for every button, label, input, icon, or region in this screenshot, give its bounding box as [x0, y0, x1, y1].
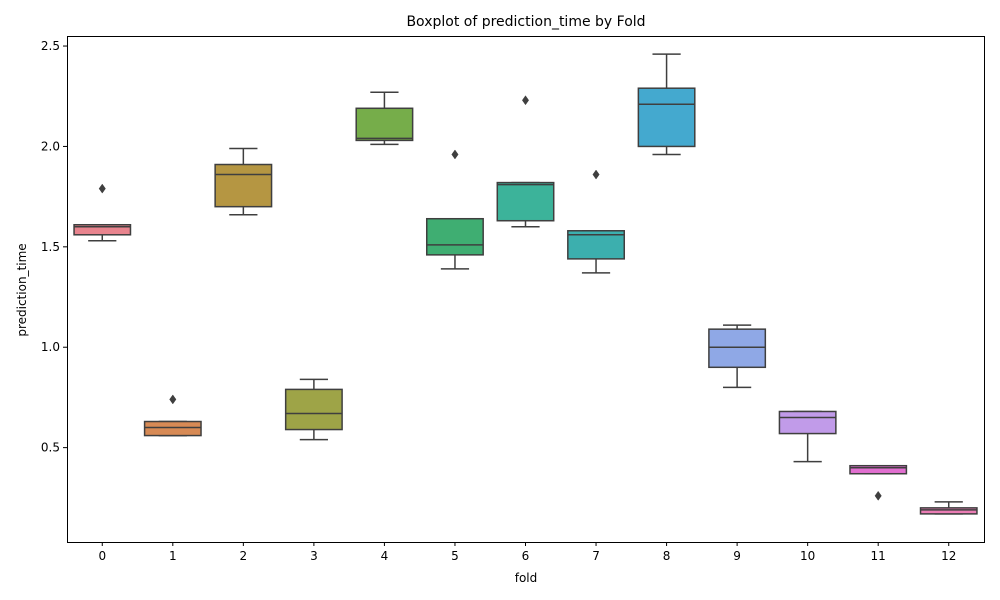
x-tick-label: 5: [451, 549, 459, 563]
box-fold-9: [708, 328, 767, 369]
x-tick-label: 7: [592, 549, 600, 563]
y-tick-label: 0.5: [41, 441, 60, 455]
outlier-point: [451, 149, 459, 160]
box-fold-5: [425, 217, 484, 256]
x-tick-label: 1: [169, 549, 177, 563]
outlier-point: [592, 169, 600, 180]
x-axis-label: fold: [515, 571, 538, 585]
box-fold-11: [849, 464, 908, 475]
x-tick-label: 4: [381, 549, 389, 563]
x-tick-label: 3: [310, 549, 318, 563]
box-fold-10: [778, 410, 837, 435]
x-tick-label: 12: [941, 549, 956, 563]
plot-area: 0.51.01.52.02.50 1 2 3 4 5 6 7 8 9 10 11 12: [41, 39, 978, 563]
box-fold-12: [919, 507, 978, 515]
x-tick-label: 8: [663, 549, 671, 563]
x-tick-label: 11: [871, 549, 886, 563]
box-fold-3: [284, 388, 343, 431]
x-tick-label: 0: [98, 549, 106, 563]
x-tick-label: 6: [522, 549, 530, 563]
outlier-point: [874, 490, 882, 501]
chart-title: Boxplot of prediction_time by Fold: [406, 14, 645, 30]
box-fold-2: [214, 163, 273, 208]
x-tick-label: 9: [733, 549, 741, 563]
y-tick-label: 1.5: [41, 240, 60, 254]
box-fold-1: [143, 420, 202, 437]
y-tick-label: 1.0: [41, 340, 60, 354]
box-fold-8: [637, 87, 696, 148]
x-tick-label: 10: [800, 549, 815, 563]
y-axis-label: prediction_time: [15, 243, 29, 336]
outlier-point: [98, 183, 106, 194]
outlier-point: [169, 394, 177, 405]
box-fold-6: [496, 181, 555, 222]
outlier-point: [521, 95, 530, 106]
x-tick-label: 2: [240, 549, 248, 563]
y-tick-label: 2.0: [41, 139, 60, 153]
plot-frame: [67, 36, 985, 543]
box-fold-0: [73, 223, 132, 236]
y-tick-label: 2.5: [41, 39, 60, 53]
box-fold-4: [355, 107, 414, 142]
